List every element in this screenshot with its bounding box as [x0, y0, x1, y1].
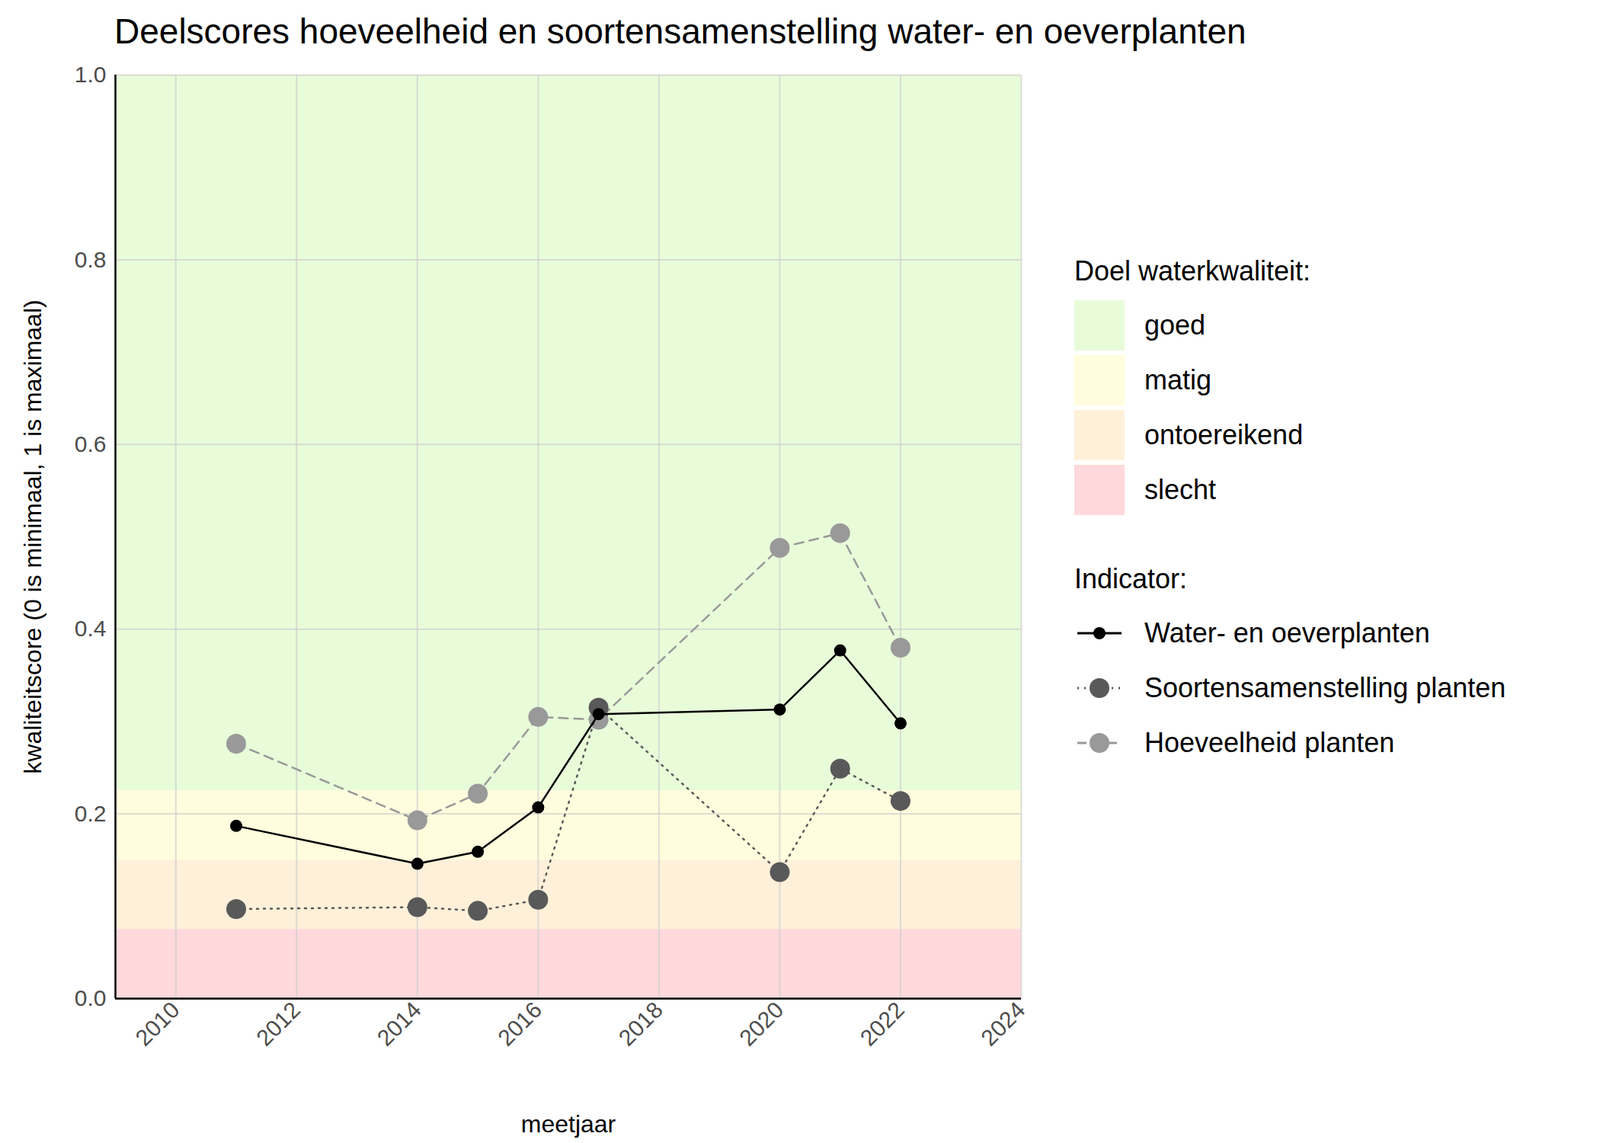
html-text:Hoeveelheid planten: Hoeveelheid planten [1144, 726, 1395, 759]
svg-text:0.6: 0.6 [74, 431, 107, 457]
html-text:Water- en oeverplanten: Water- en oeverplanten [1144, 617, 1431, 649]
svg-text:0.4: 0.4 [74, 615, 107, 641]
svg-text:1.0: 1.0 [74, 61, 107, 87]
svg-text:0.2: 0.2 [74, 800, 107, 826]
svg-text:2016: 2016 [492, 996, 548, 1051]
svg-text:0.0: 0.0 [74, 985, 107, 1011]
svg-text:2010: 2010 [130, 996, 185, 1051]
svg-text:0.8: 0.8 [74, 246, 107, 272]
html-text:matig: matig [1144, 364, 1212, 396]
svg-text:2014: 2014 [371, 996, 426, 1051]
html-text:slecht: slecht [1144, 473, 1216, 506]
svg-text:2024: 2024 [976, 996, 1031, 1051]
svg-text:meetjaar: meetjaar [521, 1110, 617, 1138]
html-text:Doel waterkwaliteit:: Doel waterkwaliteit: [1074, 255, 1311, 287]
html-text:ontoereikend: ontoereikend [1144, 419, 1304, 451]
svg-text:2022: 2022 [854, 996, 909, 1051]
svg-text:2012: 2012 [251, 996, 306, 1051]
html-text:Indicator:: Indicator: [1074, 563, 1188, 595]
svg-text:kwaliteitscore (0 is minimaal,: kwaliteitscore (0 is minimaal, 1 is maxi… [19, 299, 47, 774]
svg-text:2018: 2018 [613, 996, 668, 1051]
html-text:Deelscores hoeveelheid en soor: Deelscores hoeveelheid en soortensamenst… [114, 11, 1247, 52]
html-text:goed: goed [1144, 309, 1206, 341]
html-text:Soortensamenstelling planten: Soortensamenstelling planten [1144, 672, 1506, 704]
svg-text:2020: 2020 [734, 996, 789, 1051]
